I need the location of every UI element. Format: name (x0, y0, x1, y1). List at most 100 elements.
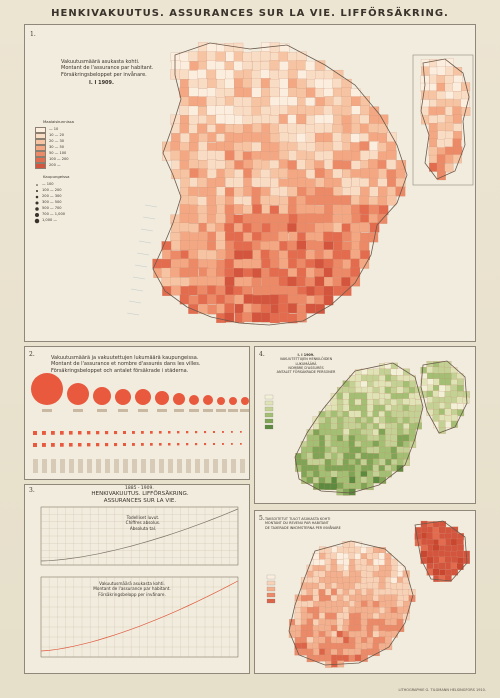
municipality (243, 232, 254, 243)
legend-label: — 10 (49, 127, 59, 132)
municipality (452, 154, 462, 164)
municipality (354, 601, 362, 609)
municipality (296, 222, 307, 233)
municipality (332, 132, 343, 143)
municipality (391, 630, 398, 638)
municipality (170, 285, 181, 296)
municipality (215, 177, 226, 188)
legend-entry: 700 — 1,000 (35, 212, 95, 218)
municipality (260, 96, 271, 107)
municipality (366, 423, 374, 431)
municipality (456, 550, 464, 558)
municipality (402, 582, 410, 590)
bubble-caption (138, 409, 148, 412)
city-name (222, 459, 227, 473)
label-line: Försäkringsbelopp per invånare. (98, 591, 166, 597)
city-square (51, 431, 55, 435)
municipality (269, 42, 280, 53)
inset-municipalities (420, 58, 471, 181)
municipality (444, 361, 452, 369)
city-name (96, 459, 101, 473)
legend-label: 200 — 300 (42, 194, 62, 199)
municipality (324, 440, 332, 448)
municipality (297, 141, 307, 152)
municipality (368, 177, 379, 188)
municipality (207, 205, 217, 215)
municipality (444, 402, 452, 410)
municipality (287, 69, 298, 80)
municipality (379, 404, 386, 412)
municipality (368, 213, 379, 224)
municipality (428, 106, 438, 116)
municipality (337, 452, 344, 460)
city-square (42, 431, 46, 435)
municipality (433, 402, 440, 410)
municipality (395, 168, 406, 179)
label-line: Vakuutusmäärä asukasta kohti. (99, 581, 165, 586)
municipality (428, 123, 438, 132)
municipality (251, 303, 262, 314)
legend-swatch (266, 580, 276, 586)
municipality (372, 458, 380, 466)
sea-hatch (128, 300, 142, 304)
municipality (368, 123, 379, 134)
municipality (342, 231, 353, 242)
municipality (360, 577, 368, 585)
municipality (385, 428, 392, 436)
municipality (378, 114, 389, 125)
municipality (336, 546, 344, 554)
municipality (323, 70, 334, 80)
municipality (242, 312, 253, 323)
municipality (279, 105, 290, 116)
municipality (378, 636, 386, 644)
municipality (384, 398, 392, 406)
municipality (438, 526, 446, 534)
municipality (251, 187, 262, 197)
bubbles (31, 373, 249, 412)
municipality (189, 276, 200, 287)
municipality (444, 396, 452, 404)
municipality (314, 250, 325, 261)
municipality (373, 476, 380, 484)
municipality (391, 594, 399, 602)
municipality (360, 404, 368, 412)
municipality (332, 150, 343, 161)
municipality (319, 559, 326, 567)
municipality (366, 416, 374, 424)
municipality (341, 205, 352, 215)
municipality (207, 78, 218, 89)
municipality (207, 132, 218, 143)
sea-hatch (126, 312, 140, 316)
municipality (270, 258, 280, 269)
municipality (224, 187, 235, 198)
municipality (369, 150, 379, 161)
municipality (372, 582, 380, 590)
municipality (349, 381, 356, 388)
municipality (314, 150, 325, 161)
legend-label: 50 — 100 (49, 151, 67, 156)
municipality (306, 240, 317, 251)
municipality (428, 146, 438, 156)
municipality (377, 196, 388, 207)
municipality (278, 69, 289, 80)
municipality (323, 286, 334, 296)
municipality (369, 168, 380, 179)
municipality (438, 420, 446, 428)
municipality (428, 130, 438, 140)
municipality (384, 368, 392, 376)
municipality (188, 51, 199, 62)
municipality (342, 570, 350, 578)
municipality (342, 606, 350, 614)
municipality (402, 589, 410, 596)
municipality (438, 562, 446, 570)
municipality (296, 195, 307, 206)
municipality (318, 636, 326, 644)
municipality (242, 223, 253, 233)
municipality (188, 195, 199, 206)
municipality (261, 232, 272, 242)
municipality (287, 286, 298, 296)
municipality (306, 476, 314, 484)
municipality (373, 398, 380, 406)
municipality (251, 97, 262, 107)
sea-hatch (136, 252, 150, 256)
